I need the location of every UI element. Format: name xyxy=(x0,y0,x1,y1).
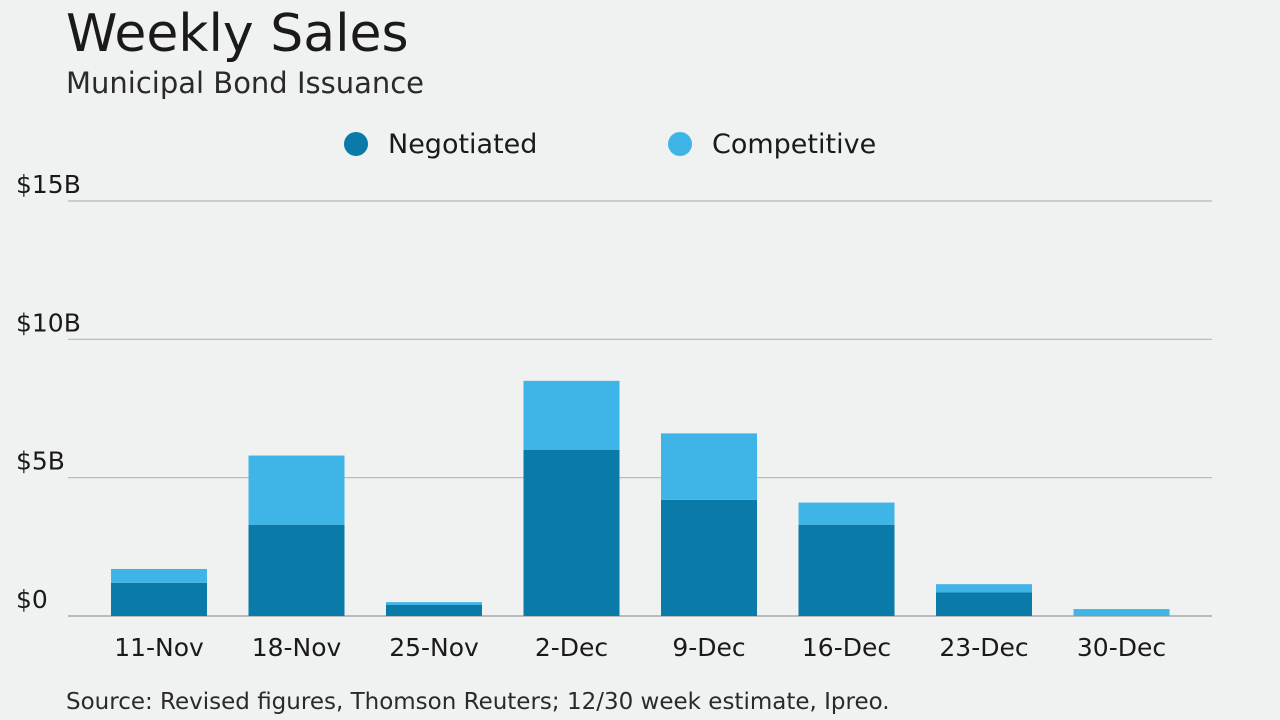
x-axis-ticks: 11-Nov 18-Nov 25-Nov 2-Dec 9-Dec 16-Dec 23-Dec… xyxy=(114,633,1166,662)
y-tick-label: $15B xyxy=(16,170,81,199)
bar-competitive-9-dec xyxy=(661,433,757,500)
bars xyxy=(111,380,1170,616)
x-tick-label: 16-Dec xyxy=(802,633,891,662)
y-tick-label: $10B xyxy=(16,308,81,337)
gridlines xyxy=(68,200,1212,617)
bar-competitive-16-dec xyxy=(798,502,895,525)
bar-negotiated-2-dec xyxy=(523,450,620,616)
x-tick-label: 23-Dec xyxy=(939,633,1028,662)
bar-negotiated-16-dec xyxy=(798,524,895,616)
y-tick-label: $0 xyxy=(16,585,48,614)
x-tick-label: 2-Dec xyxy=(535,633,608,662)
x-tick-label: 30-Dec xyxy=(1077,633,1166,662)
bar-competitive-11-nov xyxy=(111,568,207,583)
bar-competitive-2-dec xyxy=(523,380,620,450)
chart-subtitle: Municipal Bond Issuance xyxy=(66,66,425,100)
legend-label-negotiated: Negotiated xyxy=(388,128,538,160)
x-tick-label: 25-Nov xyxy=(389,633,479,662)
bar-negotiated-18-nov xyxy=(248,524,345,616)
source-note: Source: Revised figures, Thomson Reuters… xyxy=(66,689,890,715)
legend-item-negotiated: Negotiated xyxy=(344,124,537,164)
bar-negotiated-9-dec xyxy=(661,499,757,616)
bar-competitive-25-nov xyxy=(386,602,482,605)
x-tick-label: 9-Dec xyxy=(672,633,745,662)
bar-competitive-18-nov xyxy=(248,455,345,525)
x-tick-label: 11-Nov xyxy=(114,633,204,662)
legend-label-competitive: Competitive xyxy=(712,128,877,160)
bar-negotiated-25-nov xyxy=(386,604,482,616)
bar-competitive-23-dec xyxy=(936,584,1032,593)
legend-swatch-competitive xyxy=(668,132,692,156)
legend-swatch-negotiated xyxy=(344,132,368,156)
bar-competitive-30-dec xyxy=(1073,609,1170,616)
legend: Negotiated Competitive xyxy=(0,124,1280,164)
y-tick-label: $5B xyxy=(16,447,65,476)
x-tick-label: 18-Nov xyxy=(252,633,342,662)
y-axis-ticks: $0 $5B $10B $15B xyxy=(16,170,81,614)
legend-item-competitive: Competitive xyxy=(668,124,876,164)
bar-negotiated-11-nov xyxy=(111,582,207,616)
chart-title: Weekly Sales xyxy=(66,4,409,64)
bar-negotiated-23-dec xyxy=(936,592,1032,616)
